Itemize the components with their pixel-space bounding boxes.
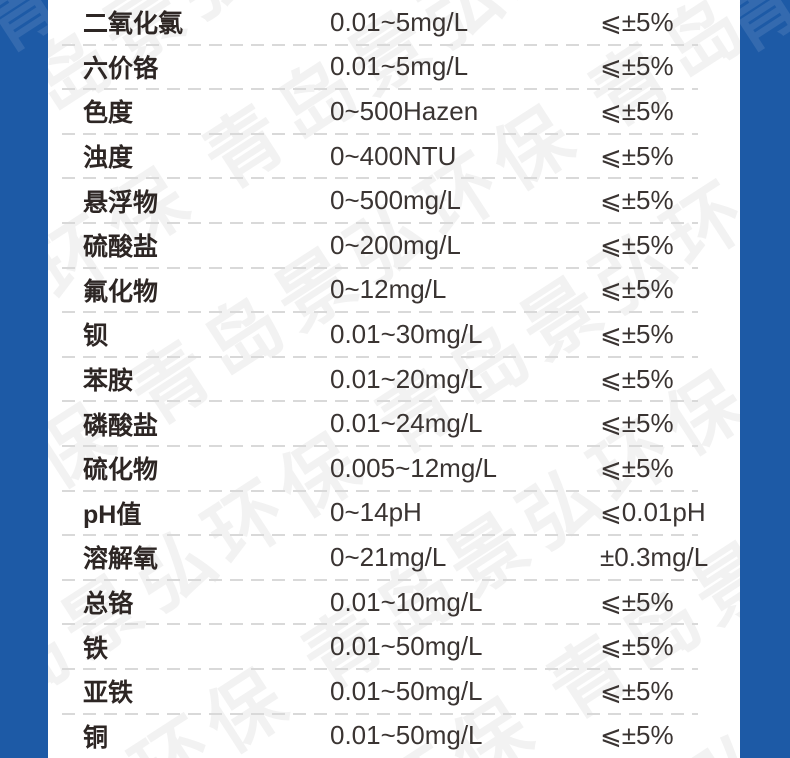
range-cell: 0.01~24mg/L	[330, 408, 483, 439]
param-name-cell: 磷酸盐	[83, 411, 159, 440]
left-bar-watermark: 青岛景弘环保 青岛景弘环保 青岛景弘环保 青岛景弘环保青岛景弘环保 青岛景弘环保…	[0, 0, 48, 379]
range-cell: 0.01~10mg/L	[330, 586, 483, 617]
accuracy-cell: ⩽±5%	[600, 452, 674, 483]
table-row: 六价铬 0.01~5mg/L ⩽±5%	[48, 45, 740, 90]
table-row: pH值 0~14pH ⩽0.01pH	[48, 491, 740, 536]
accuracy-cell: ⩽±5%	[600, 6, 674, 37]
accuracy-cell: ⩽±5%	[600, 363, 674, 394]
param-name-cell: 色度	[83, 99, 134, 128]
table-row: 铜 0.01~50mg/L ⩽±5%	[48, 714, 740, 758]
accuracy-cell: ⩽0.01pH	[600, 497, 706, 528]
param-name-cell: 二氧化氯	[83, 10, 184, 39]
right-blue-bar: 青岛景弘环保 青岛景弘环保 青岛景弘环保 青岛景弘环保青岛景弘环保 青岛景弘环保…	[740, 0, 790, 758]
table-row: 浊度 0~400NTU ⩽±5%	[48, 134, 740, 179]
table-row: 铁 0.01~50mg/L ⩽±5%	[48, 624, 740, 670]
accuracy-cell: ⩽±5%	[600, 631, 674, 662]
accuracy-cell: ⩽±5%	[600, 675, 674, 706]
table-row: 色度 0~500Hazen ⩽±5%	[48, 89, 740, 135]
range-cell: 0.01~50mg/L	[330, 720, 483, 751]
accuracy-cell: ⩽±5%	[600, 586, 674, 617]
accuracy-cell: ⩽±5%	[600, 408, 674, 439]
param-name-cell: 溶解氧	[83, 545, 159, 574]
param-name-cell: pH值	[83, 500, 142, 529]
table-row: 悬浮物 0~500mg/L ⩽±5%	[48, 178, 740, 224]
range-cell: 0~500Hazen	[330, 95, 479, 126]
accuracy-cell: ⩽±5%	[600, 720, 674, 751]
accuracy-cell: ⩽±5%	[600, 140, 674, 171]
accuracy-cell: ⩽±5%	[600, 185, 674, 216]
range-cell: 0~14pH	[330, 497, 422, 528]
table-row: 钡 0.01~30mg/L ⩽±5%	[48, 312, 740, 358]
param-name-cell: 悬浮物	[83, 188, 159, 217]
accuracy-cell: ⩽±5%	[600, 229, 674, 260]
param-name-cell: 总铬	[83, 590, 134, 619]
range-cell: 0.01~30mg/L	[330, 318, 483, 349]
table-row: 亚铁 0.01~50mg/L ⩽±5%	[48, 669, 740, 715]
table-row: 硫化物 0.005~12mg/L ⩽±5%	[48, 446, 740, 492]
param-name-cell: 钡	[83, 322, 109, 351]
accuracy-cell: ±0.3mg/L	[600, 541, 709, 572]
param-name-cell: 硫酸盐	[83, 233, 159, 262]
table-row: 磷酸盐 0.01~24mg/L ⩽±5%	[48, 401, 740, 447]
accuracy-cell: ⩽±5%	[600, 318, 674, 349]
param-name-cell: 铁	[83, 634, 109, 663]
range-cell: 0~21mg/L	[330, 541, 447, 572]
watermark-text: 青岛景弘环保 青岛景弘环保 青岛景弘环保 青岛景弘环保	[740, 0, 790, 351]
range-cell: 0~400NTU	[330, 140, 457, 171]
range-cell: 0~12mg/L	[330, 274, 447, 305]
table-row: 氟化物 0~12mg/L ⩽±5%	[48, 268, 740, 313]
range-cell: 0~200mg/L	[330, 229, 461, 260]
param-name-cell: 铜	[83, 723, 109, 752]
table-row: 总铬 0.01~10mg/L ⩽±5%	[48, 580, 740, 625]
range-cell: 0.01~5mg/L	[330, 51, 469, 82]
range-cell: 0.01~20mg/L	[330, 363, 483, 394]
param-name-cell: 氟化物	[83, 277, 159, 306]
range-cell: 0.005~12mg/L	[330, 452, 497, 483]
param-name-cell: 六价铬	[83, 54, 159, 83]
range-cell: 0~500mg/L	[330, 185, 461, 216]
left-blue-bar: 青岛景弘环保 青岛景弘环保 青岛景弘环保 青岛景弘环保青岛景弘环保 青岛景弘环保…	[0, 0, 48, 758]
accuracy-cell: ⩽±5%	[600, 95, 674, 126]
right-bar-watermark: 青岛景弘环保 青岛景弘环保 青岛景弘环保 青岛景弘环保青岛景弘环保 青岛景弘环保…	[740, 0, 790, 379]
table-row: 苯胺 0.01~20mg/L ⩽±5%	[48, 357, 740, 402]
table-row: 二氧化氯 0.01~5mg/L ⩽±5%	[48, 0, 740, 46]
accuracy-cell: ⩽±5%	[600, 274, 674, 305]
range-cell: 0.01~5mg/L	[330, 6, 469, 37]
range-cell: 0.01~50mg/L	[330, 631, 483, 662]
table-row: 溶解氧 0~21mg/L ±0.3mg/L	[48, 535, 740, 581]
range-cell: 0.01~50mg/L	[330, 675, 483, 706]
spec-table: 二氧化氯 0.01~5mg/L ⩽±5% 六价铬 0.01~5mg/L ⩽±5% 色度 0~5…	[48, 0, 740, 758]
param-name-cell: 亚铁	[83, 679, 134, 708]
param-name-cell: 苯胺	[83, 367, 134, 396]
accuracy-cell: ⩽±5%	[600, 51, 674, 82]
watermark-text: 青岛景弘环保 青岛景弘环保 青岛景弘环保 青岛景弘环保	[0, 0, 48, 351]
table-row: 硫酸盐 0~200mg/L ⩽±5%	[48, 223, 740, 269]
param-name-cell: 硫化物	[83, 456, 159, 485]
param-name-cell: 浊度	[83, 144, 134, 173]
